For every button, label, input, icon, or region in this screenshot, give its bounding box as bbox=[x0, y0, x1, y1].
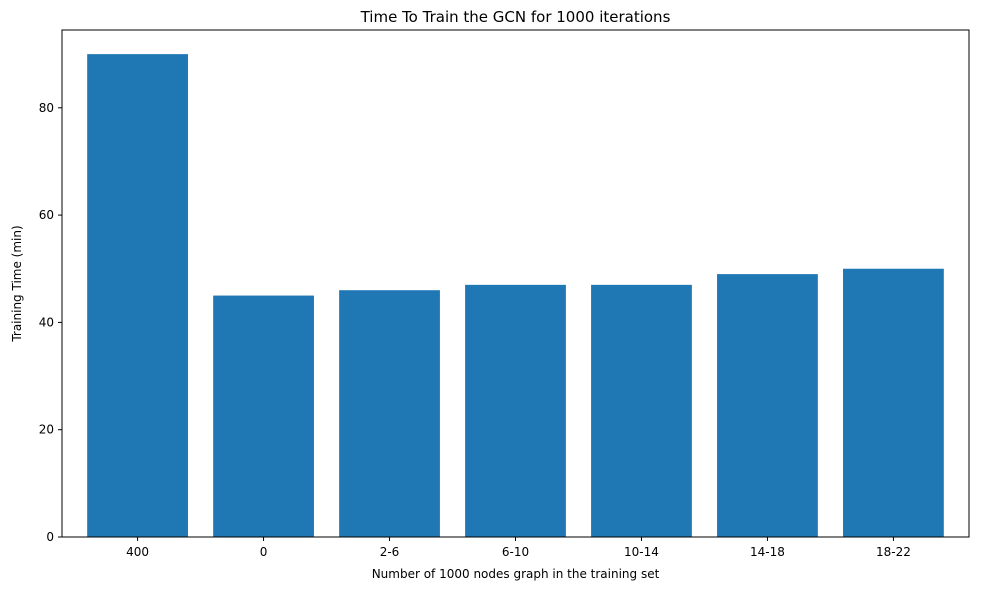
y-tick-label: 40 bbox=[39, 315, 54, 329]
bar-0 bbox=[87, 54, 188, 537]
x-tick-label: 18-22 bbox=[876, 545, 911, 559]
bar-4 bbox=[591, 285, 692, 537]
y-axis-ticks: 0 20 40 60 80 bbox=[39, 101, 62, 544]
x-tick-label: 400 bbox=[126, 545, 149, 559]
bar-2 bbox=[339, 290, 440, 537]
x-tick-label: 14-18 bbox=[750, 545, 785, 559]
y-tick-label: 80 bbox=[39, 101, 54, 115]
bar-1 bbox=[213, 296, 314, 537]
x-axis-label: Number of 1000 nodes graph in the traini… bbox=[372, 567, 660, 581]
bar-3 bbox=[465, 285, 566, 537]
y-axis-label: Training Time (min) bbox=[10, 225, 24, 342]
x-tick-label: 0 bbox=[260, 545, 268, 559]
x-tick-label: 6-10 bbox=[502, 545, 529, 559]
y-tick-label: 60 bbox=[39, 208, 54, 222]
x-axis-ticks: 400 0 2-6 6-10 10-14 14-18 18-22 bbox=[126, 537, 911, 559]
y-tick-label: 0 bbox=[46, 530, 54, 544]
bar-5 bbox=[717, 274, 818, 537]
x-tick-label: 2-6 bbox=[380, 545, 400, 559]
y-tick-label: 20 bbox=[39, 423, 54, 437]
chart-title: Time To Train the GCN for 1000 iteration… bbox=[360, 8, 671, 26]
bar-6 bbox=[843, 269, 944, 537]
x-tick-label: 10-14 bbox=[624, 545, 659, 559]
